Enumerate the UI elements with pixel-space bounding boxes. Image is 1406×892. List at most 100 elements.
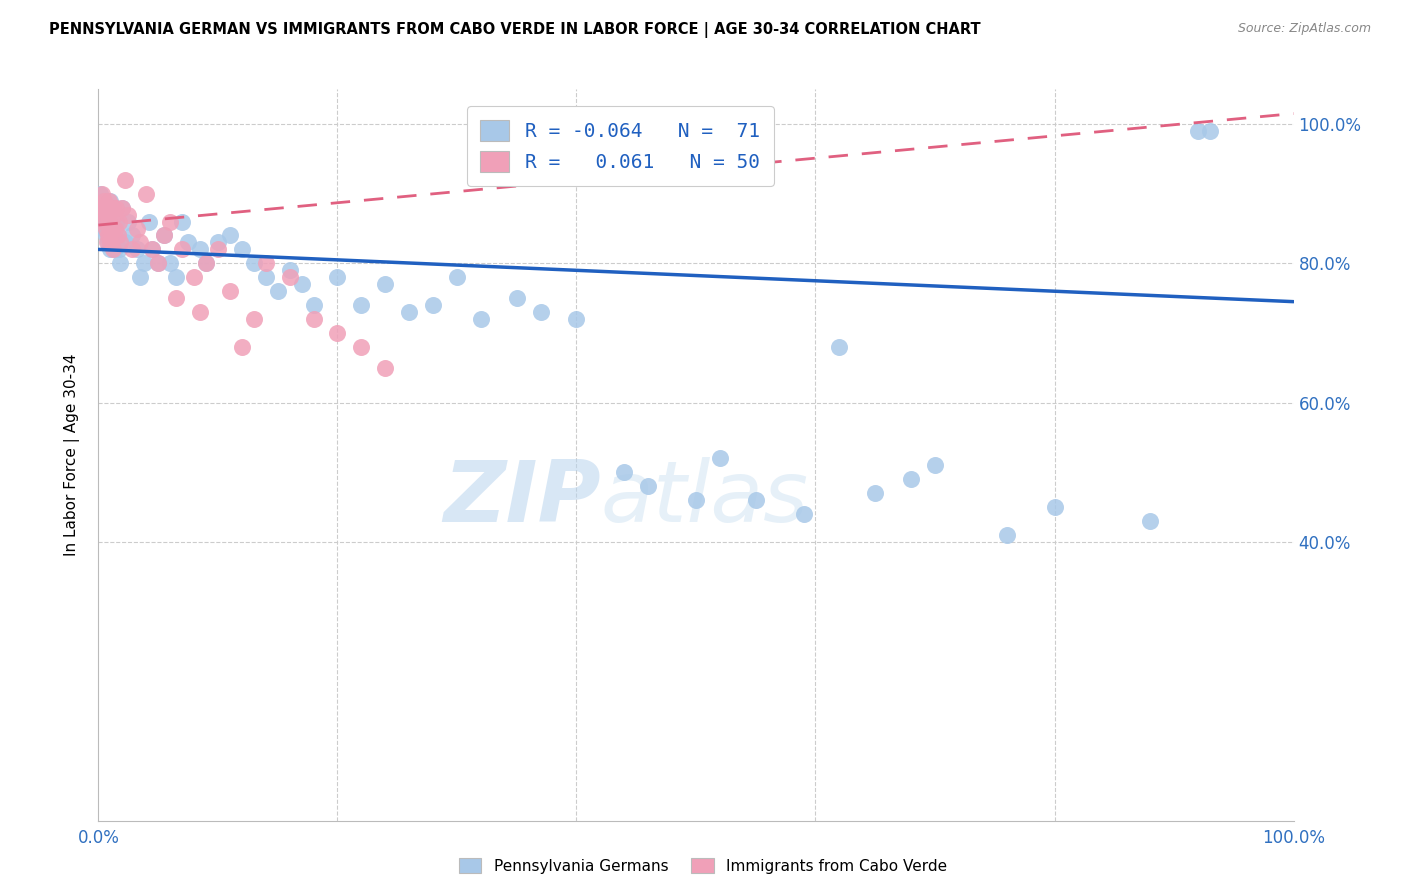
Point [302, 298, 325, 312]
Point [89, 201, 111, 215]
Point [91, 208, 114, 222]
Point [165, 291, 187, 305]
Point [94, 221, 117, 235]
Point [374, 360, 396, 375]
Y-axis label: In Labor Force | Age 30-34: In Labor Force | Age 30-34 [63, 353, 80, 557]
Point [129, 235, 152, 250]
Point [470, 312, 492, 326]
Point [141, 243, 163, 257]
Point [107, 228, 129, 243]
Point [446, 270, 468, 285]
Point [121, 243, 143, 257]
Legend: R = -0.064   N =  71, R =   0.061   N = 50: R = -0.064 N = 71, R = 0.061 N = 50 [467, 106, 773, 186]
Point [613, 466, 636, 480]
Point [96, 201, 118, 215]
Point [103, 235, 125, 250]
Point [243, 256, 266, 270]
Point [91, 186, 114, 201]
Point [350, 340, 373, 354]
Point [165, 270, 187, 285]
Point [195, 256, 218, 270]
Point [125, 243, 148, 257]
Point [93, 214, 115, 228]
Point [114, 235, 136, 250]
Point [231, 243, 253, 257]
Point [98, 221, 122, 235]
Point [565, 312, 588, 326]
Text: ZIP: ZIP [443, 458, 600, 541]
Point [530, 305, 553, 319]
Point [97, 208, 120, 222]
Point [135, 186, 157, 201]
Point [506, 291, 529, 305]
Point [183, 270, 205, 285]
Point [97, 228, 120, 243]
Point [108, 256, 131, 270]
Point [108, 235, 131, 250]
Point [267, 284, 290, 298]
Point [107, 214, 129, 228]
Point [111, 201, 134, 215]
Point [422, 298, 444, 312]
Point [188, 243, 211, 257]
Point [995, 528, 1018, 542]
Point [172, 214, 194, 228]
Point [107, 228, 129, 243]
Point [745, 493, 768, 508]
Point [105, 214, 128, 228]
Point [121, 228, 143, 243]
Point [709, 451, 731, 466]
Point [90, 201, 112, 215]
Point [98, 194, 122, 208]
Point [398, 305, 420, 319]
Text: Source: ZipAtlas.com: Source: ZipAtlas.com [1237, 22, 1371, 36]
Point [107, 243, 129, 257]
Point [125, 221, 148, 235]
Point [117, 208, 139, 222]
Point [153, 228, 176, 243]
Point [129, 270, 152, 285]
Point [138, 214, 160, 228]
Point [254, 256, 277, 270]
Point [188, 305, 211, 319]
Point [89, 186, 111, 201]
Point [159, 214, 181, 228]
Point [97, 208, 120, 222]
Point [374, 277, 396, 292]
Point [278, 270, 301, 285]
Text: PENNSYLVANIA GERMAN VS IMMIGRANTS FROM CABO VERDE IN LABOR FORCE | AGE 30-34 COR: PENNSYLVANIA GERMAN VS IMMIGRANTS FROM C… [49, 22, 981, 38]
Point [326, 270, 349, 285]
Point [924, 458, 946, 473]
Point [104, 243, 127, 257]
Point [172, 243, 194, 257]
Point [96, 214, 118, 228]
Point [148, 256, 170, 270]
Point [637, 479, 659, 493]
Point [100, 201, 122, 215]
Point [219, 228, 242, 243]
Point [207, 235, 229, 250]
Point [159, 256, 181, 270]
Text: atlas: atlas [600, 458, 808, 541]
Point [111, 201, 134, 215]
Point [98, 214, 121, 228]
Point [685, 493, 707, 508]
Point [117, 214, 139, 228]
Point [231, 340, 253, 354]
Point [94, 228, 117, 243]
Point [105, 201, 128, 215]
Point [148, 256, 170, 270]
Point [153, 228, 176, 243]
Point [219, 284, 242, 298]
Point [100, 221, 122, 235]
Legend: Pennsylvania Germans, Immigrants from Cabo Verde: Pennsylvania Germans, Immigrants from Ca… [453, 852, 953, 880]
Point [90, 201, 112, 215]
Point [97, 235, 120, 250]
Point [98, 243, 122, 257]
Point [900, 472, 922, 486]
Point [91, 214, 114, 228]
Point [1199, 124, 1222, 138]
Point [291, 277, 314, 292]
Point [177, 235, 200, 250]
Point [195, 256, 218, 270]
